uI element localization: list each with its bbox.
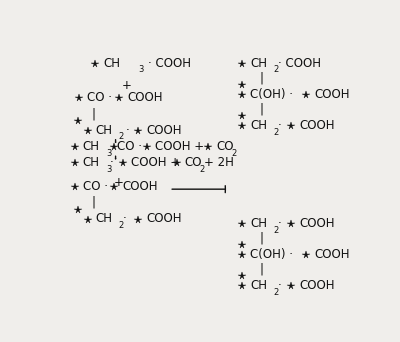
Text: 2: 2 xyxy=(273,66,278,75)
Text: CH: CH xyxy=(83,140,100,153)
Text: · COOH: · COOH xyxy=(278,57,321,70)
Text: CH: CH xyxy=(250,279,267,292)
Text: COOH: COOH xyxy=(315,248,350,261)
Text: ·: · xyxy=(110,156,117,169)
Text: COOH: COOH xyxy=(300,217,335,230)
Text: COOH: COOH xyxy=(146,212,182,225)
Text: CH: CH xyxy=(250,217,267,230)
Text: CO ·: CO · xyxy=(117,140,146,153)
Text: CH: CH xyxy=(104,57,121,70)
Text: 2: 2 xyxy=(273,288,278,297)
Text: ·: · xyxy=(123,212,130,225)
Text: ·: · xyxy=(126,123,134,136)
Text: |: | xyxy=(260,263,264,276)
Text: CO: CO xyxy=(216,140,234,153)
Text: COOH +: COOH + xyxy=(155,140,208,153)
Text: COOH: COOH xyxy=(146,123,182,136)
Text: 2: 2 xyxy=(273,128,278,137)
Text: +: + xyxy=(114,175,124,188)
Text: CH: CH xyxy=(250,119,267,132)
Text: ·: · xyxy=(278,217,285,230)
Text: CH: CH xyxy=(250,57,267,70)
Text: 3: 3 xyxy=(138,66,144,75)
Text: |: | xyxy=(92,107,96,120)
Text: ·: · xyxy=(278,119,285,132)
Text: ·: · xyxy=(278,279,285,292)
Text: 2: 2 xyxy=(118,132,124,142)
Text: |: | xyxy=(260,102,264,115)
Text: CO ·: CO · xyxy=(87,91,116,104)
Text: 2: 2 xyxy=(273,226,278,235)
Text: 2: 2 xyxy=(118,221,124,230)
Text: COOH: COOH xyxy=(315,88,350,101)
Text: COOH: COOH xyxy=(300,279,335,292)
Text: CO ·: CO · xyxy=(83,180,112,193)
Text: + 2H: + 2H xyxy=(204,156,234,169)
Text: |: | xyxy=(260,232,264,245)
Text: C(OH) ·: C(OH) · xyxy=(250,248,297,261)
Text: COOH: COOH xyxy=(123,180,158,193)
Text: +: + xyxy=(122,79,132,92)
Text: CO: CO xyxy=(185,156,202,169)
Text: CH: CH xyxy=(95,123,112,136)
Text: · COOH: · COOH xyxy=(148,57,191,70)
Text: COOH +: COOH + xyxy=(131,156,180,169)
Text: CH: CH xyxy=(95,212,112,225)
Text: 2: 2 xyxy=(200,165,205,174)
Text: COOH: COOH xyxy=(127,91,162,104)
Text: |: | xyxy=(92,196,96,209)
Text: COOH: COOH xyxy=(300,119,335,132)
Text: 2: 2 xyxy=(232,149,237,158)
Text: 3: 3 xyxy=(106,165,112,174)
Text: |: | xyxy=(260,71,264,84)
Text: 3: 3 xyxy=(106,149,112,158)
Text: CH: CH xyxy=(83,156,100,169)
Text: C(OH) ·: C(OH) · xyxy=(250,88,297,101)
